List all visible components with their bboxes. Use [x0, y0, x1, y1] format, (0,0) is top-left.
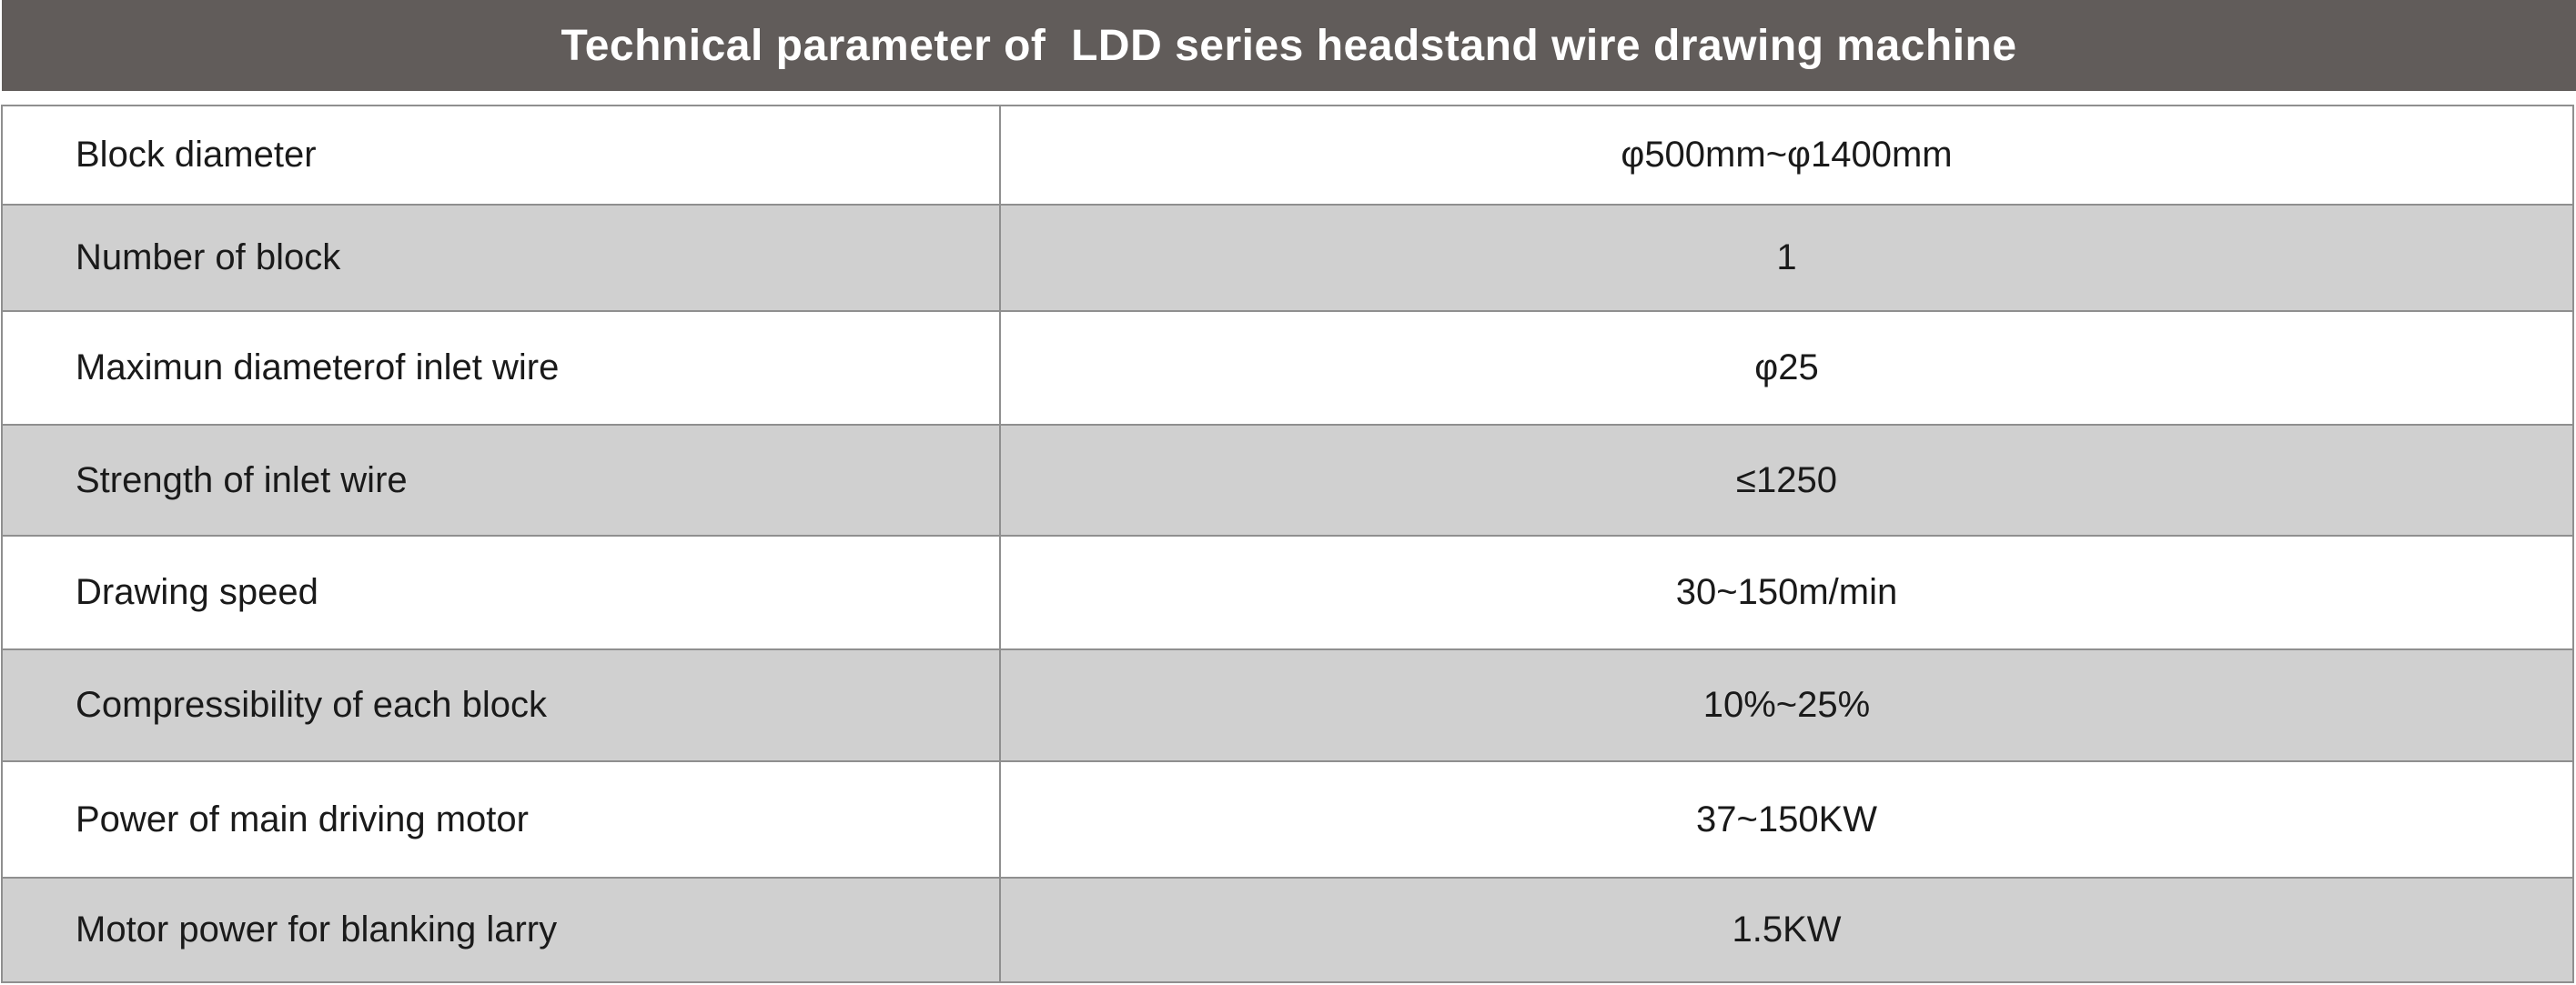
row-value: ≤1250: [1001, 426, 2574, 535]
table-row: Compressibility of each block 10%~25%: [3, 650, 2574, 762]
table-row: Block diameter φ500mm~φ1400mm: [3, 106, 2574, 206]
table-row: Power of main driving motor 37~150KW: [3, 762, 2574, 879]
row-label: Compressibility of each block: [3, 650, 1001, 760]
row-label: Drawing speed: [3, 537, 1001, 648]
row-label: Maximun diameterof inlet wire: [3, 312, 1001, 424]
row-label: Number of block: [3, 206, 1001, 310]
row-label: Power of main driving motor: [3, 762, 1001, 877]
row-label: Motor power for blanking larry: [3, 879, 1001, 981]
table-row: Strength of inlet wire ≤1250: [3, 426, 2574, 537]
row-value: 30~150m/min: [1001, 537, 2574, 648]
row-value: 10%~25%: [1001, 650, 2574, 760]
row-value: 37~150KW: [1001, 762, 2574, 877]
row-value: 1: [1001, 206, 2574, 310]
table-row: Drawing speed 30~150m/min: [3, 537, 2574, 650]
table-title: Technical parameter of LDD series headst…: [2, 0, 2576, 91]
table-row: Maximun diameterof inlet wire φ25: [3, 312, 2574, 426]
table-row: Motor power for blanking larry 1.5KW: [3, 879, 2574, 983]
row-label: Strength of inlet wire: [3, 426, 1001, 535]
row-value: φ25: [1001, 312, 2574, 424]
table-row: Number of block 1: [3, 206, 2574, 312]
spec-table: Block diameter φ500mm~φ1400mm Number of …: [1, 105, 2574, 983]
row-label: Block diameter: [3, 106, 1001, 204]
row-value: 1.5KW: [1001, 879, 2574, 981]
row-value: φ500mm~φ1400mm: [1001, 106, 2574, 204]
